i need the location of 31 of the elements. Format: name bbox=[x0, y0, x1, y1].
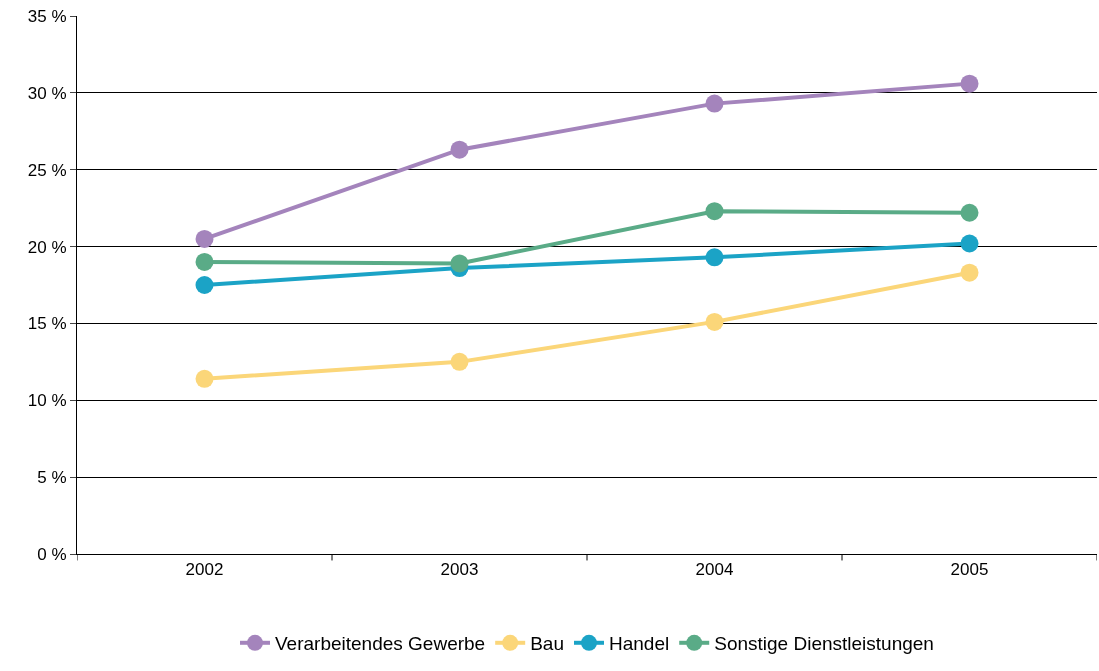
point bbox=[195, 252, 214, 271]
point bbox=[705, 202, 724, 221]
legend-label: Handel bbox=[609, 633, 670, 655]
point bbox=[195, 276, 214, 294]
y-tick-label: 30 % bbox=[27, 83, 67, 103]
y-tick-label: 10 % bbox=[27, 391, 67, 411]
x-tick-label: 2005 bbox=[950, 560, 989, 580]
point bbox=[960, 234, 979, 253]
point bbox=[450, 254, 469, 273]
legend-label: Verarbeitendes Gewerbe bbox=[275, 633, 486, 655]
point bbox=[960, 74, 979, 93]
point bbox=[195, 229, 214, 248]
point bbox=[705, 312, 724, 331]
legend-label: Sonstige Dienstleistungen bbox=[714, 633, 934, 655]
y-tick-label: 25 % bbox=[27, 160, 67, 180]
x-tick-label: 2003 bbox=[440, 560, 479, 580]
point bbox=[960, 263, 979, 282]
y-tick-label: 5 % bbox=[37, 468, 67, 488]
point bbox=[705, 248, 724, 267]
point bbox=[195, 369, 214, 388]
point bbox=[450, 140, 469, 159]
legend-label: Bau bbox=[530, 633, 564, 655]
y-tick-label: 20 % bbox=[27, 237, 67, 257]
point bbox=[705, 94, 724, 113]
point bbox=[960, 203, 979, 222]
point bbox=[450, 352, 469, 371]
y-tick-label: 15 % bbox=[27, 314, 67, 334]
y-tick-label: 0 % bbox=[37, 544, 67, 564]
x-tick-label: 2002 bbox=[185, 560, 224, 580]
x-tick-label: 2004 bbox=[695, 560, 734, 580]
y-tick-label: 35 % bbox=[27, 6, 67, 26]
